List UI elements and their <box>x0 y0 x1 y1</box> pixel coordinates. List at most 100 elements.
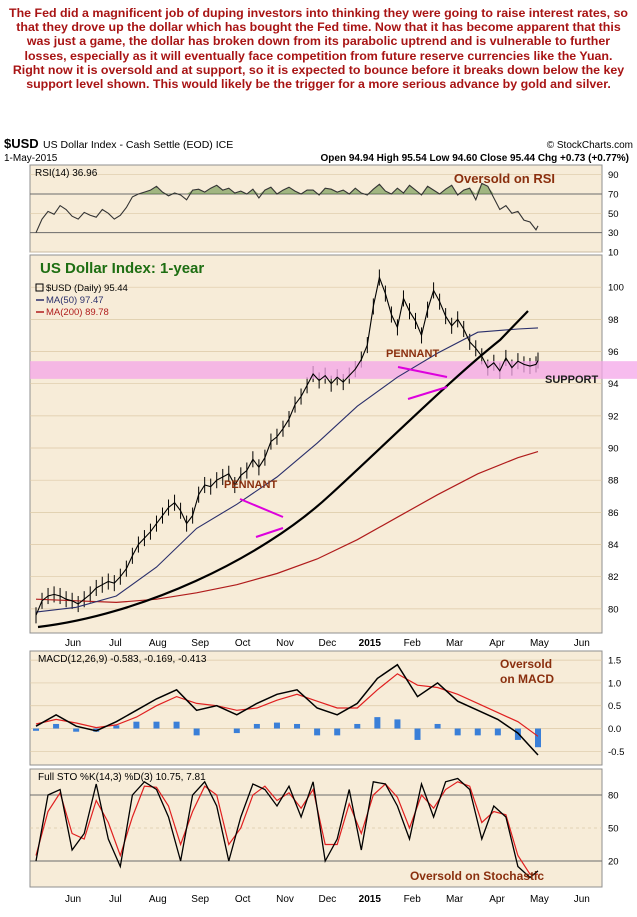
month-axis-upper: Jun Jul Aug Sep Oct Nov Dec 2015 Feb Mar Apr May Jun <box>65 638 590 649</box>
macd-tick-label: 1.0 <box>608 678 621 689</box>
month-label: Oct <box>235 638 251 649</box>
symbol: $USD <box>4 136 39 151</box>
price-tick-label: 82 <box>608 572 619 583</box>
macd-tick-label: 0.0 <box>608 724 621 735</box>
macd-annotation-line2: on MACD <box>500 672 554 686</box>
sto-tick-label: 50 <box>608 824 619 835</box>
macd-annotation-line1: Oversold <box>500 657 552 671</box>
sto-tick-label: 20 <box>608 857 619 868</box>
sto-tick-label: 80 <box>608 791 619 802</box>
macd-hist-bar <box>314 728 321 736</box>
macd-hist-bar <box>394 719 401 729</box>
month-label: 2015 <box>359 638 382 649</box>
rsi-tick-label: 70 <box>608 190 619 201</box>
macd-hist-bar <box>354 723 361 729</box>
rsi-line <box>35 182 539 233</box>
price-tick-label: 100 <box>608 283 624 294</box>
macd-hist-bar <box>73 728 80 732</box>
price-tick-label: 84 <box>608 540 619 551</box>
ma200-line <box>35 451 539 604</box>
month-label: Mar <box>446 894 464 905</box>
support-band <box>30 361 637 379</box>
month-label: May <box>530 638 549 649</box>
sto-k-line <box>35 777 539 879</box>
macd-hist-bar <box>494 728 501 736</box>
price-legend: $USD (Daily) 95.44 MA(50) 97.47 MA(200) … <box>35 283 128 318</box>
month-label: Jun <box>574 894 590 905</box>
macd-hist-bar <box>153 721 160 729</box>
price-chart-title: US Dollar Index: 1-year <box>40 260 204 277</box>
macd-hist-bar <box>535 728 541 748</box>
sto-title: Full STO %K(14,3) %D(3) 10.75, 7.81 <box>38 772 206 783</box>
month-label: Dec <box>319 894 337 905</box>
macd-hist-bar <box>294 723 301 729</box>
price-tick-label: 94 <box>608 379 619 390</box>
rsi-tick-label: 90 <box>608 170 619 181</box>
price-tick-label: 86 <box>608 508 619 519</box>
macd-signal-line <box>35 673 539 737</box>
macd-hist-bar <box>374 717 381 729</box>
month-label: Sep <box>191 894 209 905</box>
month-label: Nov <box>276 638 294 649</box>
month-label: Feb <box>404 638 422 649</box>
price-tick-label: 96 <box>608 347 619 358</box>
macd-hist-bar <box>173 721 180 729</box>
price-line <box>35 275 539 616</box>
macd-hist-bar <box>53 723 60 729</box>
support-label: SUPPORT <box>545 374 598 386</box>
macd-hist-bar <box>414 728 421 740</box>
macd-hist-bar <box>233 728 240 734</box>
macd-hist-bar <box>33 728 39 731</box>
month-label: Aug <box>149 638 167 649</box>
commentary-text: The Fed did a magnificent job of duping … <box>9 6 628 92</box>
legend-ma200: MA(200) 89.78 <box>46 307 109 318</box>
price-tick-label: 80 <box>608 604 619 615</box>
sto-panel: 80 50 20 Full STO %K(14,3) %D(3) 10.75, 7.… <box>29 768 619 888</box>
macd-hist-bar <box>193 728 200 736</box>
month-label: May <box>530 894 549 905</box>
macd-tick-label: 1.5 <box>608 656 621 667</box>
macd-tick-label: -0.5 <box>608 747 624 758</box>
legend-ma50: MA(50) 97.47 <box>46 295 104 306</box>
pennant-1 <box>239 498 284 538</box>
macd-hist-bar <box>273 722 280 729</box>
ma50-line <box>35 327 539 613</box>
month-label: Nov <box>276 894 294 905</box>
price-tick-label: 92 <box>608 411 619 422</box>
macd-title: MACD(12,26,9) -0.583, -0.169, -0.413 <box>38 654 207 665</box>
macd-hist-bar <box>474 728 481 736</box>
month-label: Oct <box>235 894 251 905</box>
pennant-1-label: PENNANT <box>224 479 277 491</box>
macd-hist-bar <box>334 728 341 736</box>
price-tick-label: 98 <box>608 315 619 326</box>
month-label: Jun <box>574 638 590 649</box>
macd-panel: 1.5 1.0 0.5 0.0 -0.5 MACD(12,26,9) -0.583, -… <box>29 650 624 766</box>
macd-hist-bar <box>253 723 260 729</box>
month-axis-lower: Jun Jul Aug Sep Oct Nov Dec 2015 Feb Mar Apr May Jun <box>65 894 590 905</box>
legend-price: $USD (Daily) 95.44 <box>46 283 128 294</box>
price-tick-label: 90 <box>608 444 619 455</box>
price-tick-label: 88 <box>608 476 619 487</box>
macd-hist-bar <box>113 725 120 729</box>
macd-hist-bar <box>133 721 140 729</box>
sto-d-line <box>35 781 538 875</box>
month-label: Jul <box>109 894 122 905</box>
rsi-panel-bg <box>29 164 603 253</box>
chart-date: 1-May-2015 <box>4 153 58 164</box>
pennant-2-label: PENNANT <box>386 348 439 360</box>
month-label: Jun <box>65 894 81 905</box>
macd-tick-label: 0.5 <box>608 701 621 712</box>
parabolic-trendline <box>37 310 529 629</box>
macd-hist-bar <box>454 728 461 736</box>
macd-hist-bar <box>434 723 441 729</box>
pennant-2 <box>397 366 448 400</box>
legend-swatch-price <box>35 283 44 292</box>
source-credit: © StockCharts.com <box>547 140 633 151</box>
rsi-title: RSI(14) 36.96 <box>35 168 98 179</box>
rsi-tick-label: 10 <box>608 248 619 259</box>
ohlc-readout: Open 94.94 High 95.54 Low 94.60 Close 95… <box>321 153 629 164</box>
month-label: Sep <box>191 638 209 649</box>
rsi-tick-label: 50 <box>608 209 619 220</box>
